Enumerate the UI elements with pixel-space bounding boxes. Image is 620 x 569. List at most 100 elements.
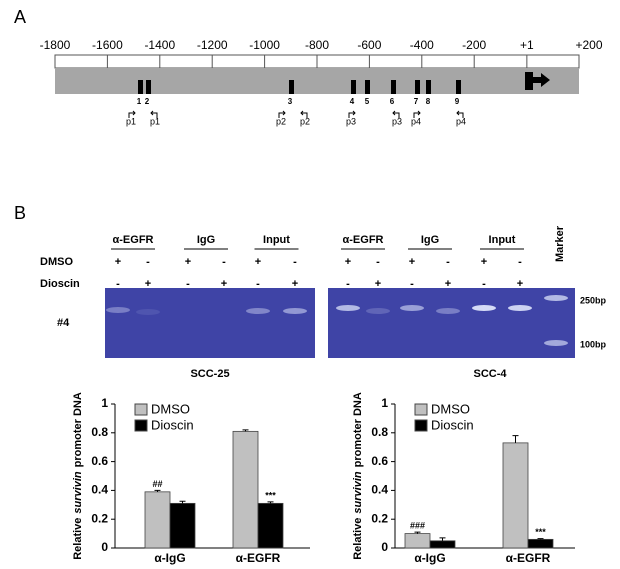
marker-size: 250bp [580,295,607,305]
bar [144,491,171,549]
treatment-sign: + [481,256,487,268]
primer-arrow [392,110,400,118]
y-tick-label: 0.6 [371,454,388,468]
site [456,80,461,94]
x-tick-label: α-IgG [154,551,185,565]
gel-band [472,305,496,311]
ruler-label: -800 [305,38,329,52]
site [146,80,151,94]
treatment-sign: + [115,256,121,268]
lane-group: IgG [197,234,215,246]
y-tick-label: 0.4 [371,483,388,497]
primer-arrow [456,110,464,118]
site-label: 7 [414,97,419,106]
ruler-label: -200 [462,38,486,52]
treatment-sign: - [146,256,150,268]
treatment-sign: + [145,278,151,290]
treatment-sign: - [293,256,297,268]
gel-image [328,288,575,358]
significance: ## [152,479,162,489]
error-bar [537,538,544,540]
lane-group: α-EGFR [343,234,384,246]
y-tick-label: 0.4 [91,483,108,497]
primer-label: p4 [456,116,466,126]
site [351,80,356,94]
site-label: 8 [426,97,431,106]
y-axis-label: Relative survivin promoter DNA [72,392,84,560]
bar [257,502,284,549]
y-axis-label-part: survivin [352,471,364,513]
gel-band [544,295,568,301]
error-bar [439,537,446,541]
y-tick-label: 0.8 [371,425,388,439]
treatment-sign: - [186,278,190,290]
lane-group: α-EGFR [113,234,154,246]
gel-band [508,305,532,311]
bar [429,540,456,549]
site [426,80,431,94]
significance: *** [265,490,276,500]
treatment-sign: + [409,256,415,268]
site-label: 9 [455,97,460,106]
ruler-label: -400 [410,38,434,52]
x-tick-label: α-IgG [414,551,445,565]
bar [502,442,529,549]
treatment-sign: + [517,278,523,290]
significance: *** [535,527,546,537]
treatment-sign: - [446,256,450,268]
site-label: 2 [145,97,150,106]
y-tick-label: 0.2 [91,511,108,525]
tss-box [525,72,533,90]
site-label: 6 [390,97,395,106]
treatment-sign: - [346,278,350,290]
legend-swatch [134,419,148,432]
row-label: Dioscin [40,278,80,290]
primer-arrow [128,110,136,118]
site [138,80,143,94]
lane-label: #4 [57,317,70,329]
row-label: DMSO [40,256,73,268]
primer-arrow [150,110,158,118]
primer-label: p2 [276,116,286,126]
bar [169,502,196,549]
primer-label: p1 [150,116,160,126]
treatment-sign: + [445,278,451,290]
treatment-sign: + [345,256,351,268]
y-axis-label-part: Relative [352,518,364,560]
ruler-label: +1 [520,38,534,52]
treatment-sign: - [116,278,120,290]
ruler-label: -1600 [92,38,123,52]
treatment-sign: - [222,256,226,268]
error-bar [414,531,421,534]
treatment-sign: - [518,256,522,268]
treatment-sign: - [376,256,380,268]
site [391,80,396,94]
legend-label: Dioscin [431,417,474,432]
marker-label: Marker [554,225,566,262]
site [415,80,420,94]
gel-band [400,305,424,311]
y-axis-label-part: promoter DNA [352,392,364,467]
promoter [55,68,579,94]
panel-label: B [14,203,26,223]
y-axis-label-part: promoter DNA [72,392,84,467]
treatment-sign: + [255,256,261,268]
bar [232,430,259,549]
gel-band [106,307,130,313]
y-tick-label: 0 [101,540,108,554]
chart-title: SCC-25 [190,368,229,380]
site-label: 5 [365,97,370,106]
treatment-sign: - [482,278,486,290]
x-tick-label: α-EGFR [236,551,281,565]
y-axis-label-part: survivin [72,471,84,513]
primer-label: p3 [392,116,402,126]
primer-arrow [348,110,356,118]
y-tick-label: 0 [381,540,388,554]
tss-arrow [533,73,550,87]
y-tick-label: 0.8 [91,425,108,439]
lane-group: Input [489,234,516,246]
gel-band [544,340,568,346]
legend-swatch [134,403,148,416]
treatment-sign: - [410,278,414,290]
